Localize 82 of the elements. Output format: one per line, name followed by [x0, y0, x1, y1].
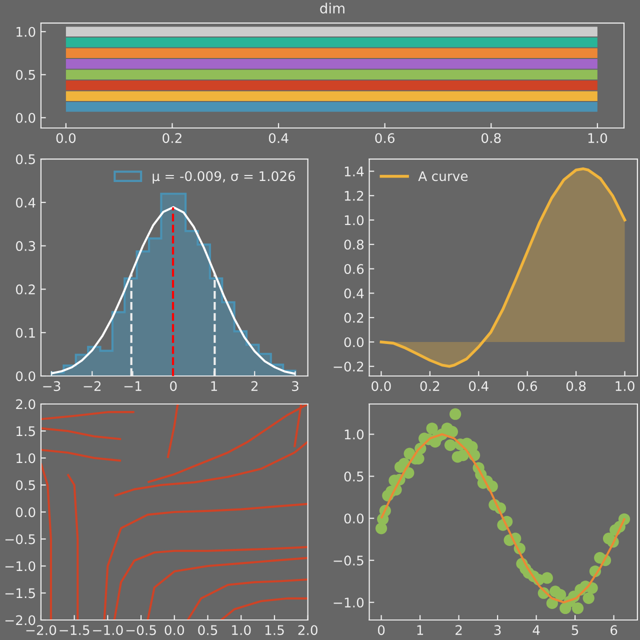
x-tick-label: −0.5: [126, 625, 156, 636]
y-tick-label: 1.2: [344, 190, 364, 201]
y-tick-label: 0.0: [344, 514, 364, 524]
x-tick-label: −2.0: [26, 625, 56, 636]
x-tick-label: 0: [378, 625, 385, 636]
y-tick-label: 0.1: [16, 328, 35, 338]
line-series: [166, 404, 179, 460]
y-tick-label: −1.5: [5, 588, 35, 598]
x-tick-label: 1: [417, 625, 424, 635]
x-tick-label: 5: [572, 625, 578, 636]
y-tick-label: −1.0: [334, 598, 364, 608]
x-tick-label: 4: [532, 625, 540, 635]
x-tick-label: −2: [84, 381, 101, 391]
x-tick-label: 2: [251, 381, 258, 391]
x-tick-label: 1.0: [588, 133, 608, 144]
y-tick-label: 0.8: [344, 240, 364, 250]
line-series: [113, 546, 308, 620]
x-tick-label: 3: [292, 381, 298, 392]
y-tick-label: 2.0: [16, 399, 36, 410]
line-series: [103, 502, 308, 620]
y-tick-label: 0.4: [16, 198, 36, 208]
y-tick-label: −0.5: [334, 556, 364, 566]
x-tick-label: 0.2: [162, 133, 182, 144]
legend-label: μ = -0.009, σ = 1.026: [152, 171, 296, 184]
legend-label: A curve: [418, 171, 468, 182]
line-series: [113, 440, 308, 497]
x-tick-label: −3: [43, 381, 60, 392]
y-tick-label: 1.0: [16, 453, 36, 464]
y-tick-label: 0.5: [16, 70, 35, 80]
y-tick-label: 0.2: [16, 284, 35, 294]
y-tick-label: −1.0: [5, 561, 36, 572]
line-series: [66, 473, 79, 620]
y-tick-label: 0.6: [344, 264, 364, 274]
y-tick-label: −0.5: [5, 534, 35, 544]
x-tick-label: 0.2: [420, 381, 440, 392]
x-tick-label: 0.6: [375, 133, 394, 144]
x-tick-label: 3: [494, 625, 501, 636]
x-tick-label: −1.0: [93, 625, 123, 636]
x-tick-label: 0.0: [56, 133, 76, 144]
y-tick-label: 0.0: [16, 507, 36, 518]
line-series: [146, 404, 308, 484]
x-tick-label: 0: [170, 381, 177, 392]
y-tick-label: 1.0: [344, 215, 364, 226]
line-series: [186, 578, 308, 620]
chart-title: dim: [320, 2, 344, 14]
x-tick-label: 0.4: [469, 381, 488, 392]
line-series: [40, 448, 122, 462]
line-series: [40, 427, 122, 440]
x-tick-label: 0.6: [518, 381, 538, 392]
x-tick-label: 0.0: [164, 625, 184, 636]
y-tick-label: 0.0: [344, 337, 364, 348]
x-tick-label: 0.5: [198, 625, 218, 636]
y-tick-label: 1.0: [344, 429, 364, 440]
y-tick-label: 0.2: [344, 312, 364, 323]
y-tick-label: −2.0: [5, 615, 36, 626]
x-tick-label: 0.4: [268, 133, 288, 144]
x-tick-label: −1.5: [60, 625, 90, 636]
y-tick-label: 0.4: [344, 288, 364, 298]
x-tick-label: −1: [124, 381, 142, 391]
x-tick-label: 1.5: [265, 625, 284, 636]
line-series: [220, 597, 308, 620]
y-tick-label: 0.3: [16, 241, 36, 252]
x-tick-label: 6: [610, 625, 618, 636]
x-tick-label: 2: [456, 625, 462, 635]
x-tick-label: 1: [211, 381, 217, 391]
y-tick-label: 0.0: [16, 371, 36, 382]
x-tick-label: 1.0: [616, 381, 634, 392]
x-tick-label: 2.0: [298, 625, 318, 636]
y-tick-label: 1.5: [16, 426, 35, 436]
y-tick-label: −0.2: [334, 362, 364, 372]
y-tick-label: 1.0: [16, 26, 36, 37]
x-tick-label: 0.0: [372, 381, 391, 392]
y-tick-label: 0.0: [16, 112, 36, 123]
y-tick-label: 0.5: [16, 480, 35, 490]
line-series: [40, 462, 52, 620]
x-tick-label: 0.8: [482, 133, 501, 144]
x-tick-label: 0.8: [566, 381, 586, 392]
y-tick-label: 1.4: [344, 166, 364, 176]
y-tick-label: 0.5: [344, 472, 364, 482]
line-series: [146, 556, 308, 620]
x-tick-label: 1.0: [232, 625, 251, 636]
y-tick-label: 0.5: [16, 154, 35, 164]
